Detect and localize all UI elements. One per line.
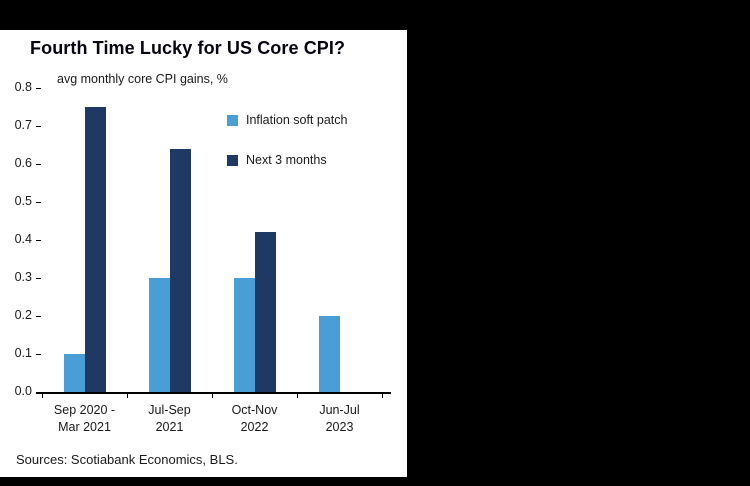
x-axis-category-label: Jun-Jul 2023 [319,403,360,434]
legend-item-next-3-months: Next 3 months [227,153,327,167]
y-axis-tick-label: 0.8 [14,80,32,94]
y-axis-tick-label: 0.1 [14,346,32,360]
x-axis-line [36,392,391,394]
x-axis-tick [42,394,43,398]
y-axis-tick [36,315,41,317]
bar-inflation-soft-patch-oct-nov-2022 [233,278,255,392]
y-axis-tick-label: 0.5 [14,194,32,208]
x-axis-tick [382,394,383,398]
y-axis-tick [36,201,41,203]
chart-panel: Fourth Time Lucky for US Core CPI? avg m… [0,30,407,477]
legend-label-inflation-soft-patch: Inflation soft patch [246,113,348,127]
bar-inflation-soft-patch-sep-2020-mar-2021 [63,354,85,392]
y-axis-tick [36,125,41,127]
bar-next-3-months-jul-sep-2021 [169,148,191,392]
legend-label-next-3-months: Next 3 months [246,153,327,167]
y-axis-tick [36,239,41,241]
x-axis-tick [127,394,128,398]
legend-swatch-inflation-soft-patch [227,114,238,126]
y-axis-tick [36,163,41,165]
plot-area: 0.0 0.1 0.2 0.3 0.4 0.5 0.6 0.7 0.8 Sep 2020 - Ma… [0,30,407,477]
x-axis-tick [212,394,213,398]
bar-next-3-months-sep-2020-mar-2021 [84,107,106,392]
y-axis-tick-label: 0.6 [14,156,32,170]
y-axis-tick-label: 0.4 [14,232,32,246]
x-axis-category-label: Sep 2020 - Mar 2021 [53,403,116,434]
y-axis-tick [36,353,41,355]
y-axis-tick [36,87,41,89]
x-axis-category-label: Oct-Nov 2022 [231,403,278,434]
x-axis-category-label: Jul-Sep 2021 [148,403,191,434]
y-axis-tick [36,277,41,279]
chart-subtitle: avg monthly core CPI gains, % [57,72,228,86]
legend-swatch-next-3-months [227,154,238,166]
chart-title: Fourth Time Lucky for US Core CPI? [30,38,346,58]
y-axis-tick-label: 0.3 [14,270,32,284]
legend-item-inflation-soft-patch: Inflation soft patch [227,113,347,127]
bar-inflation-soft-patch-jul-sep-2021 [148,278,170,392]
source-note: Sources: Scotiabank Economics, BLS. [16,452,238,467]
bar-next-3-months-oct-nov-2022 [254,232,276,392]
y-axis-tick-label: 0.2 [14,308,32,322]
x-axis-tick [297,394,298,398]
y-axis-tick-label: 0.7 [14,118,32,132]
bar-inflation-soft-patch-jun-jul-2023 [318,316,340,392]
y-axis-tick-label: 0.0 [14,384,32,398]
